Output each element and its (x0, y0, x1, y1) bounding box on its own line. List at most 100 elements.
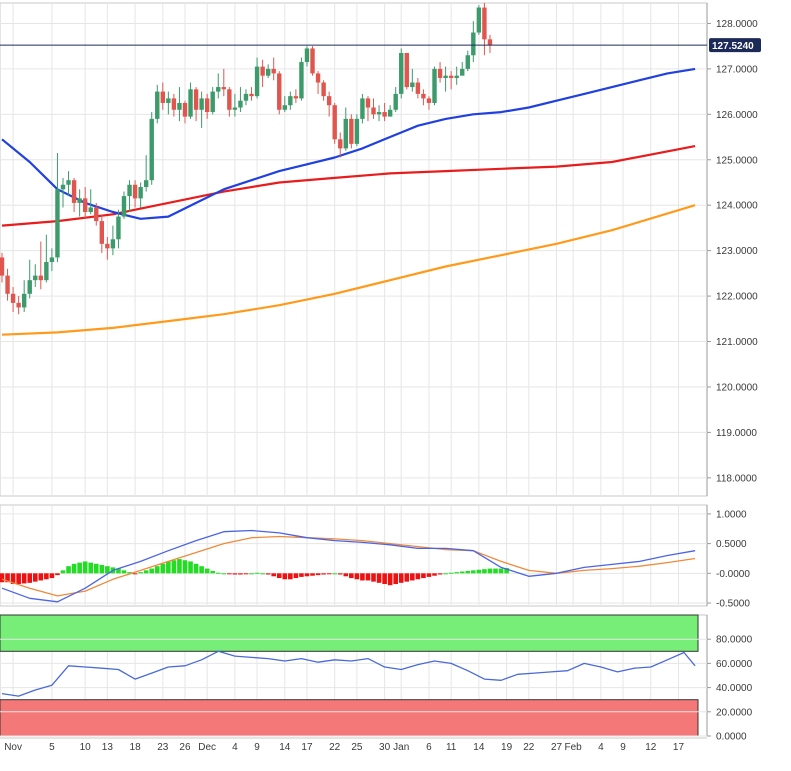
macd-histogram-bar (149, 568, 155, 574)
macd-histogram-bar (476, 569, 482, 574)
rsi-axis-tick-label: 40.0000 (716, 683, 753, 694)
x-tick-label: 12 (645, 742, 657, 753)
candle-body (376, 112, 382, 115)
candle-body (27, 280, 32, 294)
candle-body (293, 96, 299, 99)
candle-body (487, 39, 493, 46)
macd-panel[interactable]: -0.5000 -0.0000 0.5000 1.0000 (0, 504, 750, 610)
macd-histogram-bar (432, 573, 437, 576)
price-axis-tick-label: 125.0000 (716, 155, 758, 166)
candle-body (60, 184, 66, 190)
macd-histogram-bar (443, 573, 448, 575)
macd-histogram-bar (426, 573, 432, 577)
candle-body (232, 107, 238, 110)
x-tick-label: 4 (598, 742, 604, 753)
candle-body (288, 96, 293, 106)
macd-histogram-bar (193, 563, 199, 574)
candle-body (238, 100, 243, 108)
macd-histogram-bar (221, 573, 227, 575)
macd-histogram-bar (343, 573, 349, 577)
price-panel[interactable]: 118.0000 119.0000 120.0000 121.0000 122.0000… (0, 2, 758, 497)
candle-body (132, 184, 138, 199)
x-tick-label: 13 (102, 742, 114, 753)
candle-body (88, 207, 93, 213)
price-axis-tick-label: 128.0000 (716, 19, 758, 30)
x-tick-label: 30 (379, 742, 391, 753)
rsi-axis-tick-label: 60.0000 (716, 659, 753, 670)
macd-histogram-bar (232, 573, 238, 575)
macd-histogram-bar (88, 562, 94, 574)
macd-histogram-bar (387, 573, 393, 586)
macd-axis-tick-label: 1.0000 (716, 509, 747, 520)
x-tick-label: 11 (446, 742, 457, 753)
macd-histogram-bar (127, 572, 132, 574)
macd-histogram-bar (82, 561, 88, 574)
macd-histogram-bar (482, 569, 487, 574)
macd-histogram-bar (415, 573, 421, 580)
candle-body (460, 68, 465, 76)
candle-body (210, 91, 215, 113)
macd-histogram-bar (493, 568, 498, 574)
candle-body (393, 93, 398, 110)
macd-histogram-bar (326, 573, 332, 575)
candle-body (38, 275, 44, 281)
candle-body (94, 207, 99, 222)
candle-body (421, 93, 426, 99)
candle-body (365, 98, 371, 108)
moving-average-short (1, 67, 696, 220)
macd-histogram-bar (271, 573, 277, 577)
macd-histogram-bar (398, 573, 404, 583)
candle-body (182, 102, 188, 117)
macd-histogram-bar (315, 573, 321, 576)
x-tick-label: 5 (49, 742, 55, 753)
macd-histogram-bar (504, 567, 509, 574)
candle-body (315, 73, 321, 83)
macd-histogram-bar (160, 563, 166, 574)
macd-histogram-bar (337, 573, 343, 575)
candle-body (410, 82, 415, 88)
candle-body (16, 302, 21, 308)
x-tick-label: 4 (232, 742, 238, 753)
candle-body (21, 293, 27, 308)
macd-histogram-bar (299, 573, 304, 577)
macd-line (1, 529, 696, 603)
macd-frame (0, 504, 708, 607)
macd-histogram-bar (188, 561, 193, 574)
candle-body (138, 187, 143, 199)
x-tick-label: 19 (501, 742, 513, 753)
candle-body (426, 98, 432, 103)
macd-histogram-bar (238, 573, 243, 575)
macd-histogram-bar (454, 572, 459, 574)
macd-histogram-bar (177, 559, 182, 574)
price-axis-tick-label: 122.0000 (716, 292, 758, 303)
rsi-axis-tick-label: 0.0000 (716, 732, 747, 743)
macd-histogram-bar (204, 568, 210, 574)
macd-histogram-bar (288, 573, 293, 580)
candle-body (432, 68, 437, 103)
candle-body (143, 180, 149, 188)
candle-body (482, 7, 487, 40)
macd-histogram-bar (60, 570, 66, 574)
macd-histogram-bar (371, 573, 376, 582)
candle-body (310, 48, 315, 74)
current-price-label: 127.5240 (712, 41, 754, 52)
candle-body (321, 82, 326, 97)
candle-body (254, 66, 260, 97)
macd-histogram-bar (349, 573, 354, 579)
price-axis-tick-label: 127.0000 (716, 64, 758, 75)
macd-histogram-bar (21, 573, 27, 584)
macd-histogram-bar (376, 573, 382, 583)
current-price-tag: 127.5240 (709, 38, 761, 53)
rsi-panel[interactable]: 0.0000 20.0000 40.0000 60.0000 80.0000 (0, 614, 753, 743)
macd-histogram-bar (304, 573, 310, 577)
candle-body (343, 118, 348, 149)
macd-histogram-bar (38, 573, 44, 581)
x-tick-label: 22 (329, 742, 341, 753)
macd-histogram-bar (32, 573, 38, 582)
macd-histogram-bar (498, 568, 504, 574)
macd-histogram-bar (105, 566, 110, 574)
macd-histogram-bar (310, 573, 315, 576)
candle-body (216, 87, 221, 92)
x-tick-label: 6 (426, 742, 432, 753)
